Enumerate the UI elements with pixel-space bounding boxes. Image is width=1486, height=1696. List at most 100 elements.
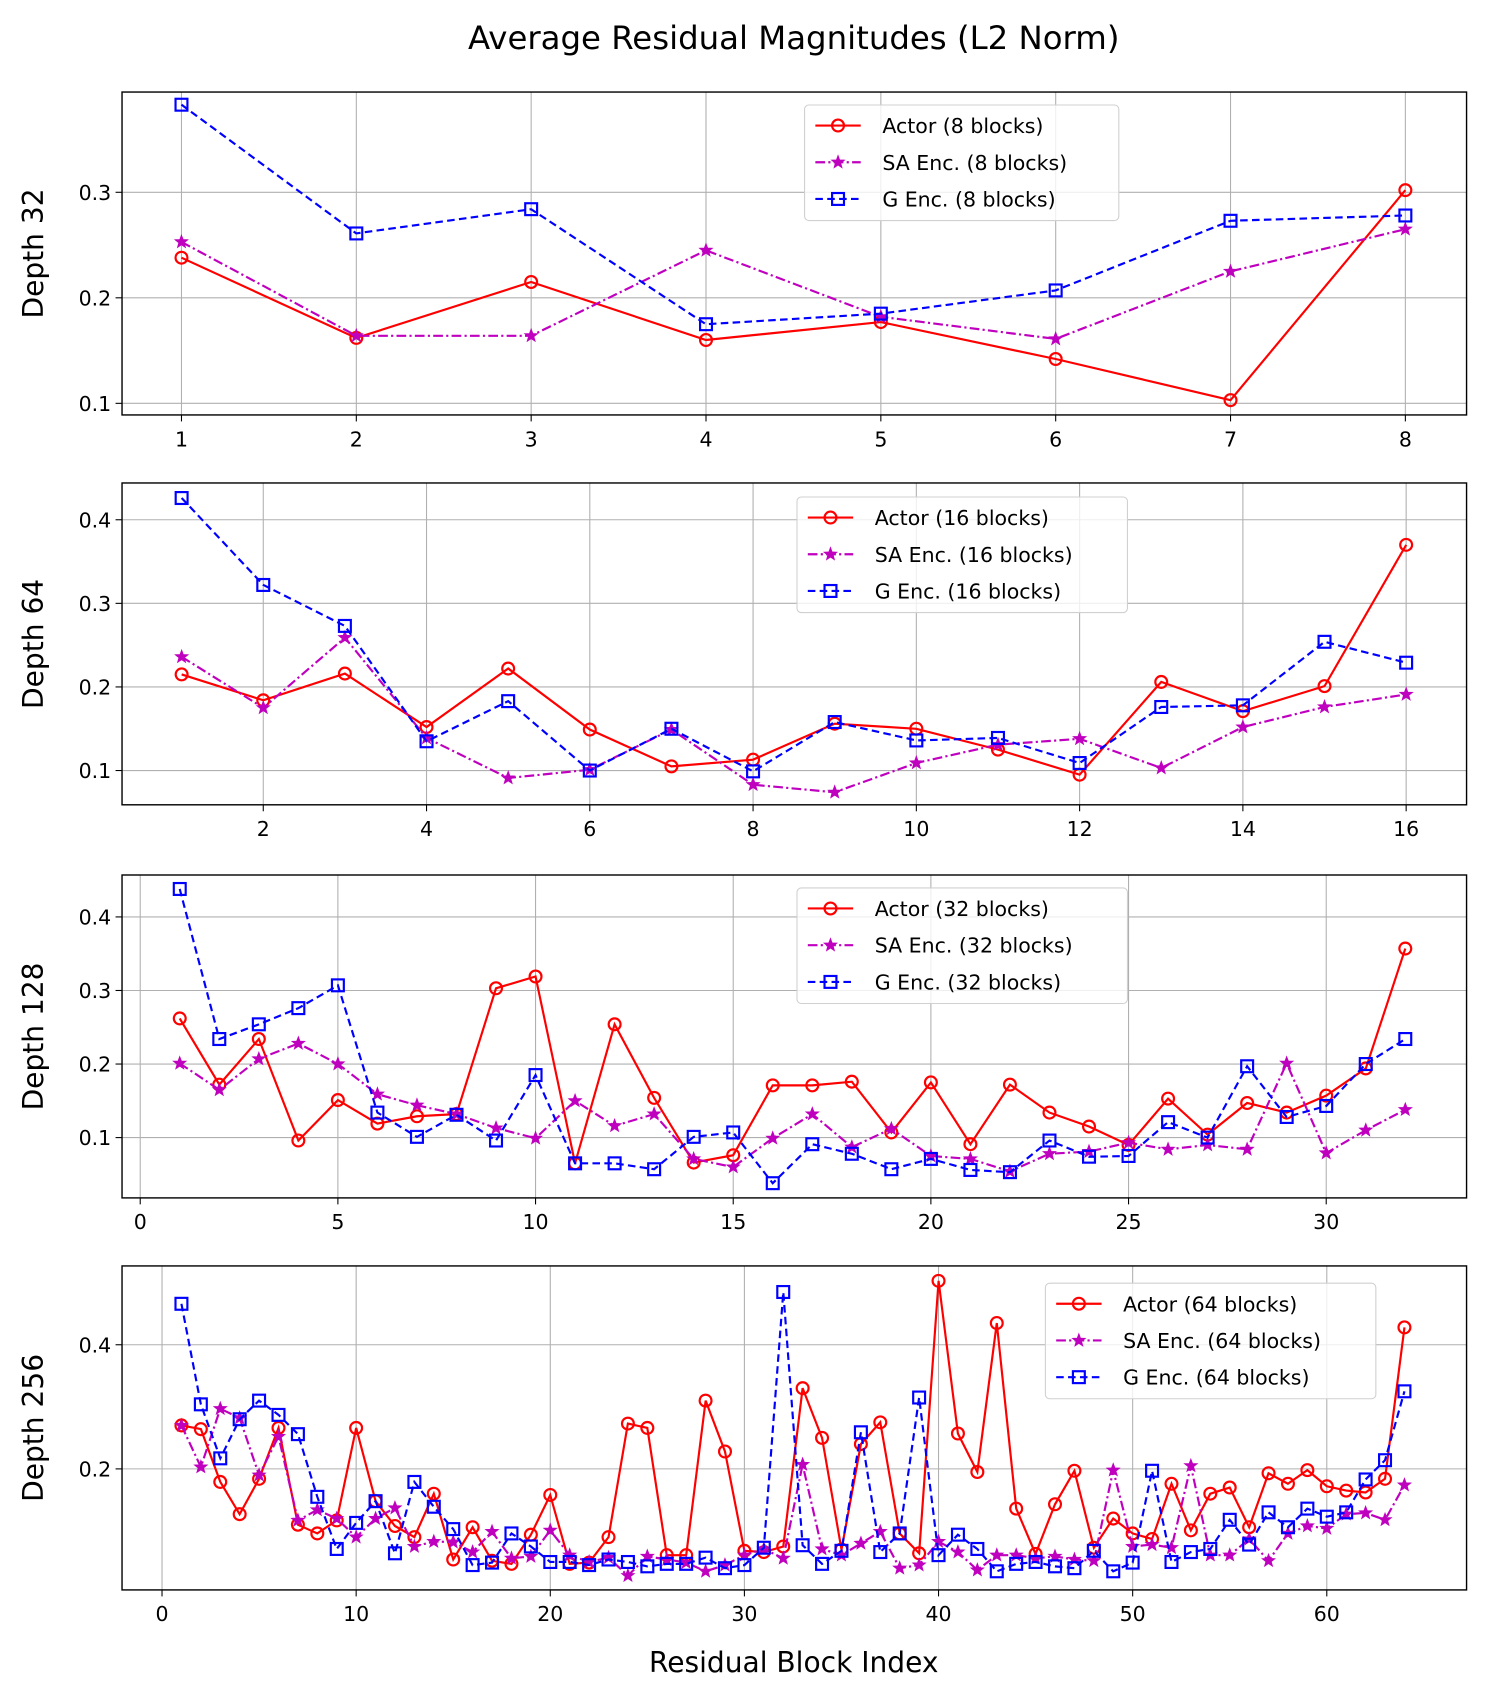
data-point [1319,1509,1334,1524]
data-point [488,981,504,996]
x-tick-label: 5 [874,427,887,451]
axes-frame [121,482,1468,806]
data-point [1072,755,1087,771]
data-point [1300,1501,1315,1516]
legend-entry: SA Enc. (32 blocks) [875,934,1073,958]
y-tick-label: 0.1 [79,1126,112,1150]
data-point [387,1500,403,1515]
data-point [640,1420,655,1435]
data-point [1398,183,1413,198]
x-tick-label: 16 [1393,817,1419,841]
data-point [251,1032,266,1047]
legend-entry: Actor (64 blocks) [1123,1292,1297,1316]
data-point [562,1547,578,1562]
data-point [1161,1115,1176,1130]
legend: Actor (64 blocks) SA Enc. (64 blocks) G En… [1044,1282,1377,1400]
data-point [736,1547,752,1562]
data-point [270,1428,287,1444]
subplot-4: 0 10 20 30 40 50 60 0.2 0.4 Depth 256 Actor (64 bl… [17,1265,1468,1626]
data-point [931,1548,946,1563]
data-point [172,881,187,896]
data-point [488,1120,504,1135]
data-point [310,1526,325,1541]
data-point [290,1427,305,1442]
data-point [639,1548,655,1563]
data-point [543,1487,558,1502]
data-point [1086,1543,1101,1558]
series-square [174,1284,1412,1579]
subplot-2: 2 4 6 8 10 12 14 16 0.1 0.2 0.3 0.4 Depth 64 Actor (1… [17,482,1468,841]
x-tick-label: 30 [731,1602,757,1626]
data-point [815,1430,830,1445]
data-point [725,1159,741,1174]
x-tick-label: 0 [134,1210,147,1234]
data-point [746,764,761,779]
series-line [179,1042,1406,1173]
data-point [504,1526,519,1541]
data-point [1047,1497,1063,1512]
data-point [426,1499,441,1514]
data-point [349,1420,364,1435]
data-point [962,1150,978,1166]
legend-entry: G Enc. (64 blocks) [1123,1366,1309,1390]
data-point [1223,393,1238,408]
data-point [646,1106,662,1121]
series-star [174,629,1414,799]
data-point [1106,1564,1121,1579]
y-tick-label: 0.1 [79,392,112,416]
data-point [528,1068,543,1083]
data-point [465,1558,480,1573]
data-point [330,1093,345,1108]
data-point [329,1510,345,1525]
data-point [717,1444,733,1459]
data-point [582,1558,597,1573]
series-line [180,1291,1406,1573]
data-point [370,1105,385,1120]
legend-marker [822,937,839,952]
data-point [387,1546,402,1561]
data-point [562,1554,577,1570]
data-point [1125,1555,1140,1570]
data-point [1002,1165,1017,1180]
data-point [601,1552,616,1567]
data-point [795,1456,811,1471]
data-point [1339,1505,1354,1520]
y-tick-label: 0.4 [79,508,112,532]
data-point [756,1540,771,1555]
legend-entry: Actor (16 blocks) [875,506,1049,530]
data-point [1145,1463,1160,1478]
data-point [686,1150,702,1166]
data-point [698,1393,713,1408]
data-point [853,1535,869,1550]
data-point [582,763,597,778]
data-point [1121,1148,1136,1163]
data-point [368,1494,383,1509]
legend-marker [823,974,838,989]
data-point [834,1543,849,1558]
data-point [212,1400,228,1416]
data-point [765,1176,780,1191]
data-point [212,1032,227,1047]
data-point [607,1156,622,1171]
data-point [1105,1462,1121,1477]
data-point [348,327,364,343]
legend-frame [796,887,1128,1005]
data-point [1048,330,1064,346]
data-point [873,1415,888,1430]
data-point [500,770,516,785]
data-point [1398,686,1414,701]
data-point [1397,221,1413,236]
data-point [1154,674,1169,689]
y-axis-label: Depth 32 [17,188,50,318]
y-tick-label: 0.3 [79,979,112,1003]
data-point [970,1541,985,1556]
x-tick-label: 25 [1116,1210,1142,1234]
y-tick-label: 0.4 [79,905,112,929]
data-point [1002,1163,1018,1178]
data-point [348,1529,364,1544]
data-point [1164,1554,1179,1570]
x-tick-label: 8 [1399,427,1412,451]
x-tick-label: 12 [1067,817,1093,841]
x-tick-label: 4 [699,427,712,451]
data-point [1153,760,1169,775]
